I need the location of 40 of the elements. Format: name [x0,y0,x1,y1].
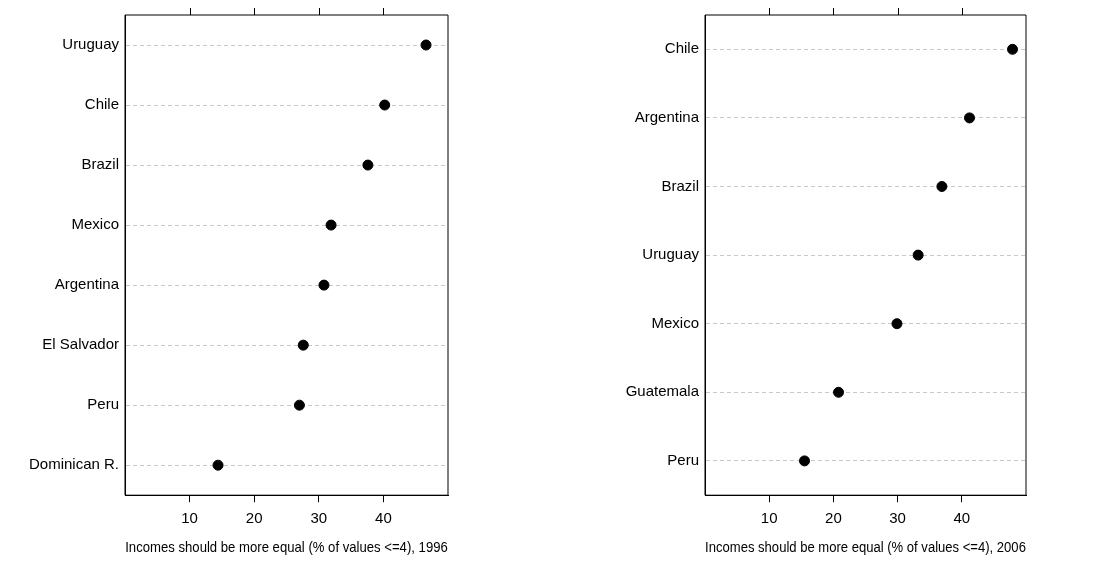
point [297,339,309,351]
y-tick-label: Chile [664,39,699,57]
point [293,399,305,411]
y-tick-label: Peru [87,395,119,413]
y-tick-label: Mexico [651,313,699,331]
y-tick-label: Argentina [54,275,120,293]
y-tick-label: Argentina [634,108,700,126]
y-tick-label: Dominican R. [28,455,119,473]
point [212,459,224,471]
y-tick-label: Brazil [661,176,699,194]
y-tick-label: Uruguay [62,35,120,53]
x-tick-label: 10 [760,509,778,527]
point [891,318,903,330]
x-tick-label: 30 [310,509,328,527]
point [362,159,374,171]
y-tick-label: Guatemala [625,382,700,400]
x-tick-label: 10 [181,509,198,527]
point [912,249,924,261]
x-tick-label: 20 [825,509,842,527]
point [833,386,845,398]
y-tick-label: El Salvador [42,335,119,353]
x-tick-label: 40 [375,509,392,527]
x-tick-label: 40 [953,509,971,527]
point [964,112,975,124]
x-axis-title: Incomes should be more equal (% of values <=4), 2006 [705,540,1026,556]
point [379,99,391,111]
x-tick-label: 30 [889,509,906,527]
y-tick-label: Brazil [81,155,119,173]
point [1007,43,1019,55]
point [936,181,948,192]
y-tick-label: Uruguay [642,245,700,263]
x-tick-label: 20 [245,509,263,527]
y-tick-label: Chile [84,95,119,113]
point [420,39,432,51]
x-axis-title: Incomes should be more equal (% of values <=4), 1996 [125,540,448,556]
point [799,455,811,467]
point [325,219,337,231]
y-tick-label: Peru [667,451,699,469]
point [318,279,330,291]
y-tick-label: Mexico [71,215,119,233]
